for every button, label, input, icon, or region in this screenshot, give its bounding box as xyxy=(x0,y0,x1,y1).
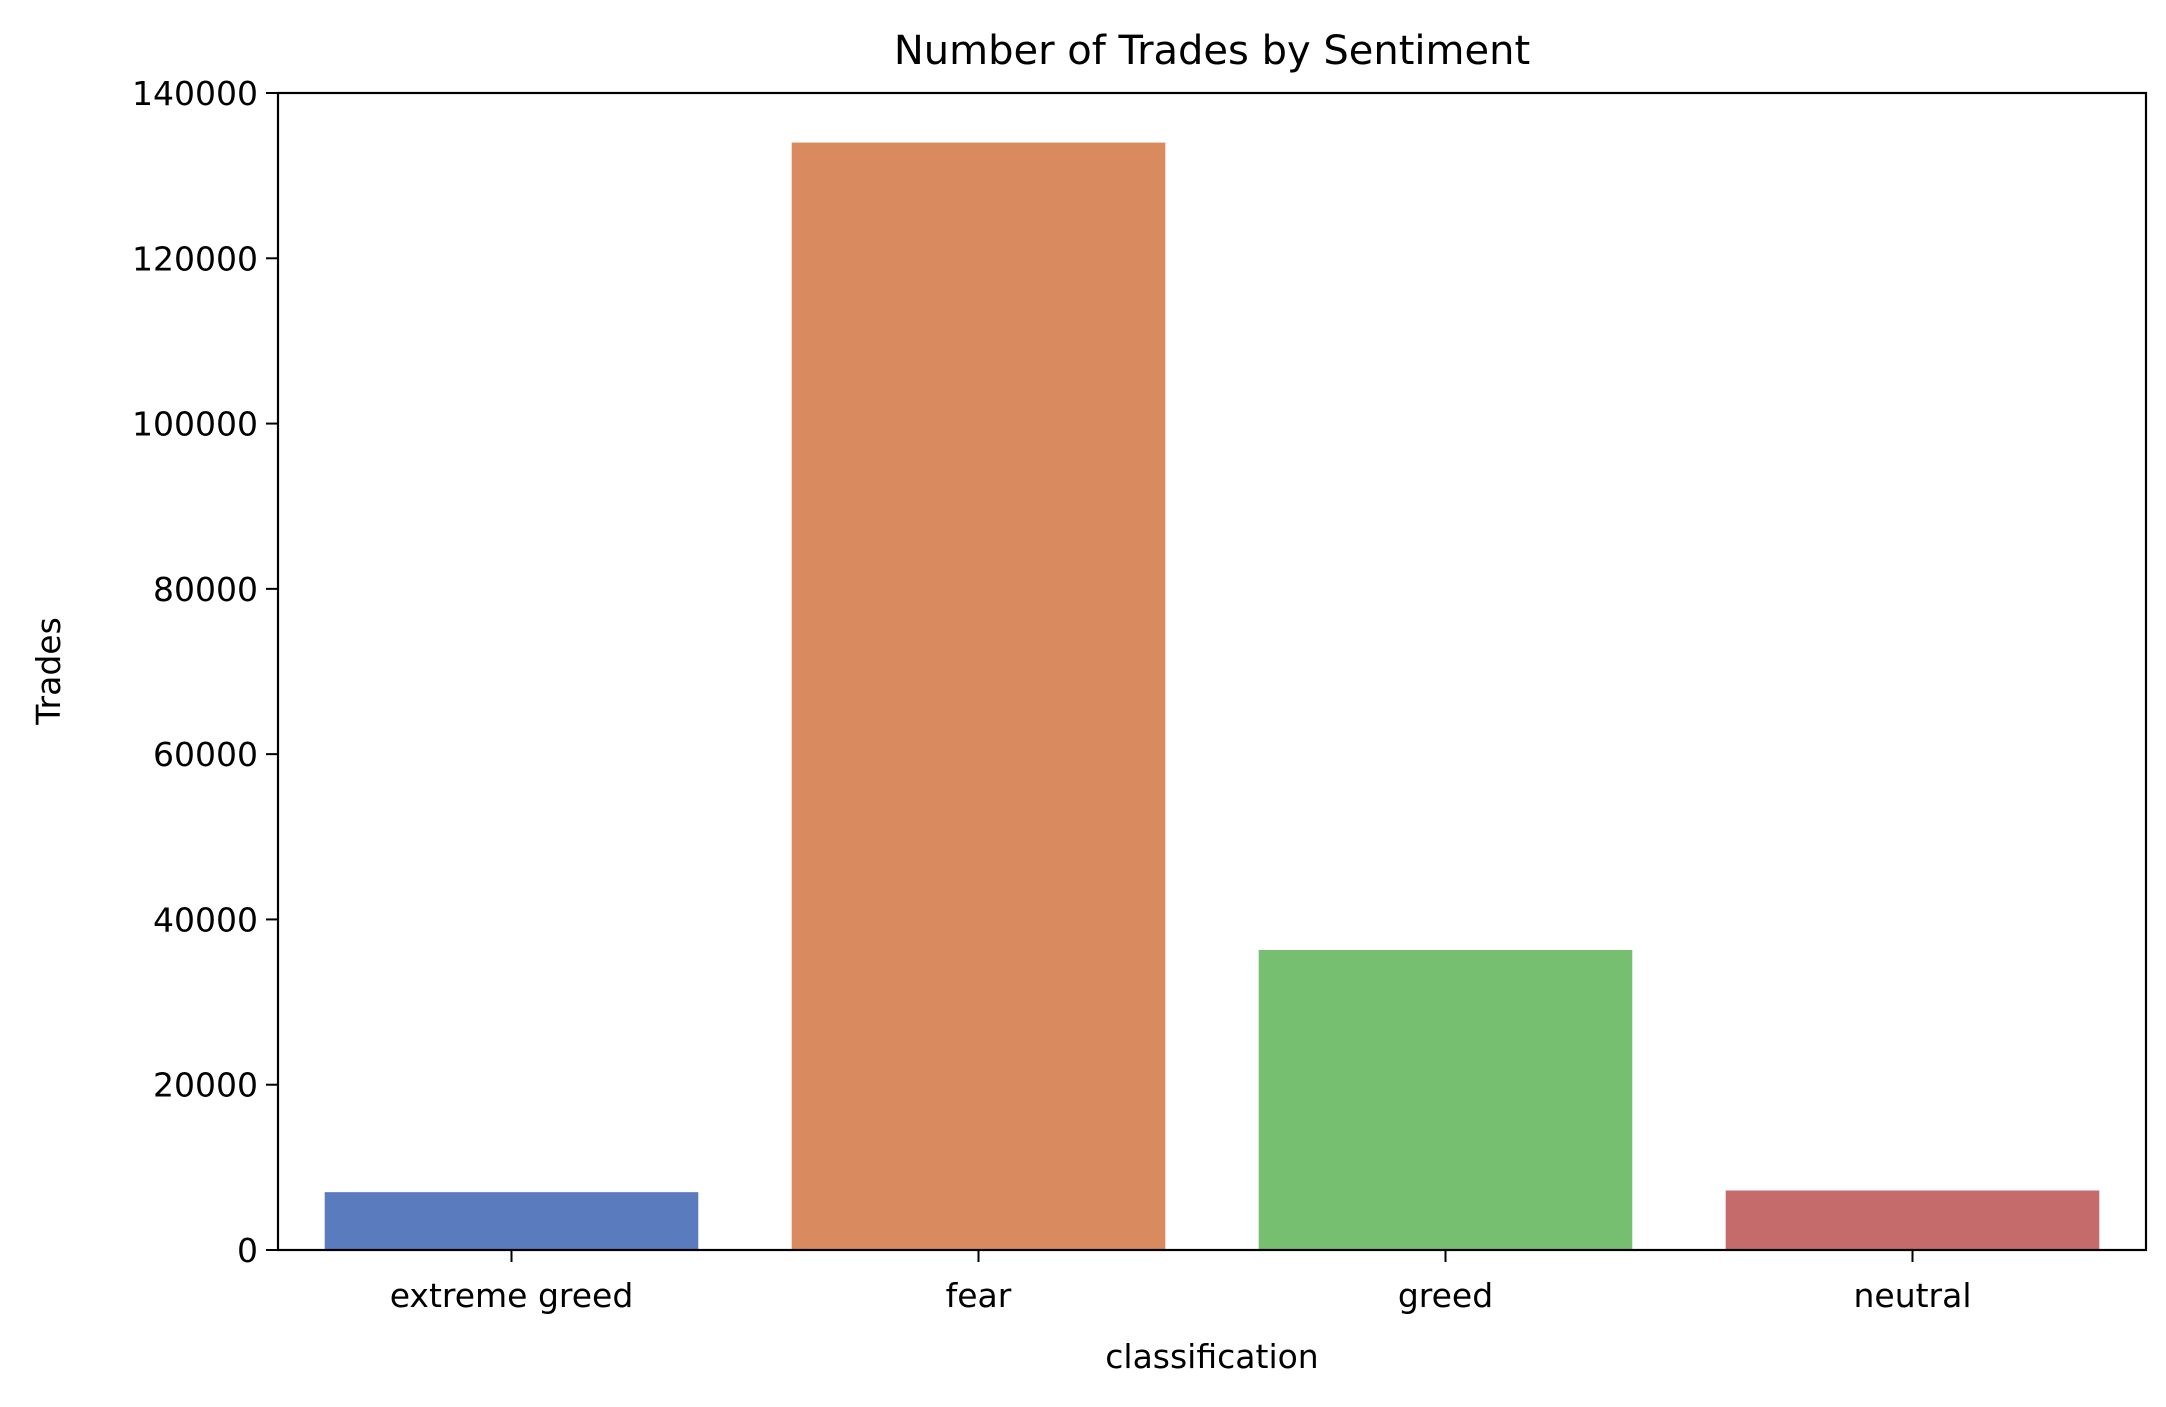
plot-frame xyxy=(276,91,2148,1252)
bar-neutral xyxy=(1725,1190,2100,1250)
y-tick-label: 80000 xyxy=(153,570,258,609)
y-tick-label: 40000 xyxy=(153,900,258,939)
x-tick-label: greed xyxy=(1398,1276,1493,1315)
y-tick-label: 120000 xyxy=(132,239,258,278)
chart-title: Number of Trades by Sentiment xyxy=(894,28,1530,74)
plot-area: 020000400006000080000100000120000140000 … xyxy=(132,74,2148,1315)
bar-extreme-greed xyxy=(324,1192,699,1250)
bar-fear xyxy=(791,142,1166,1251)
y-tick-label: 20000 xyxy=(153,1066,258,1105)
x-tick-label: fear xyxy=(946,1276,1012,1315)
bars-layer xyxy=(324,142,2100,1251)
y-tick-label: 60000 xyxy=(153,735,258,774)
x-axis: extreme greed fear greed neutral xyxy=(390,1250,1972,1315)
y-tick-label: 140000 xyxy=(132,74,258,113)
x-tick-label: neutral xyxy=(1853,1276,1971,1315)
x-axis-label: classification xyxy=(1105,1337,1318,1376)
bar-greed xyxy=(1258,950,1633,1250)
y-tick-label: 0 xyxy=(237,1231,258,1270)
x-tick-label: extreme greed xyxy=(390,1276,634,1315)
y-axis-label: Trades xyxy=(29,617,68,726)
y-axis: 0 20000 40000 60000 80000 100000 120000 140000 xyxy=(132,74,278,1270)
y-tick-label: 100000 xyxy=(132,405,258,444)
